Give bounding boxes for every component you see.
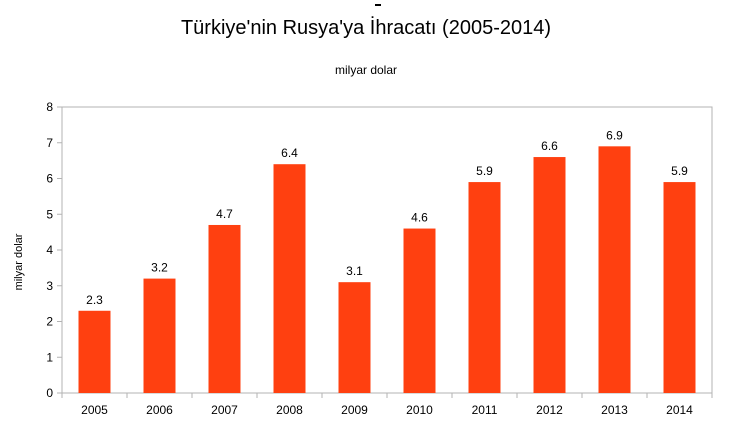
chart-subtitle: milyar dolar <box>335 63 397 77</box>
y-tick-label: 6 <box>46 172 53 186</box>
y-axis-label: milyar dolar <box>13 233 25 290</box>
y-tick-label: 4 <box>46 243 53 257</box>
x-tick-label-2005: 2005 <box>81 403 108 417</box>
y-tick-label: 0 <box>46 386 53 400</box>
chart-title: Türkiye'nin Rusya'ya İhracatı (2005-2014… <box>181 16 551 39</box>
data-label-2005: 2.3 <box>86 293 103 307</box>
plot-area: 0 1 2 3 4 5 6 7 8 2.3 2005 3.2 2006 4.7 2007 6.4 2008 3.1… <box>46 100 713 417</box>
bar-2014 <box>663 182 696 393</box>
data-label-2010: 4.6 <box>411 211 428 225</box>
data-label-2007: 4.7 <box>216 207 233 221</box>
bar-2006 <box>143 278 176 393</box>
x-tick-label-2014: 2014 <box>666 403 693 417</box>
data-label-2014: 5.9 <box>671 164 688 178</box>
top-marker <box>375 4 381 6</box>
x-tick-label-2011: 2011 <box>472 403 498 417</box>
y-tick-label: 3 <box>46 279 53 293</box>
bar-2010 <box>403 228 436 393</box>
bar-2013 <box>598 146 631 393</box>
x-tick-label-2007: 2007 <box>211 403 238 417</box>
data-label-2006: 3.2 <box>151 261 168 275</box>
data-label-2011: 5.9 <box>476 164 493 178</box>
x-tick-label-2006: 2006 <box>146 403 173 417</box>
bar-2007 <box>208 224 241 393</box>
bar-2011 <box>468 182 501 393</box>
bar-2005 <box>78 310 111 393</box>
data-label-2013: 6.9 <box>606 128 623 142</box>
x-tick-label-2012: 2012 <box>536 403 563 417</box>
y-tick-label: 7 <box>46 136 53 150</box>
x-tick-label-2008: 2008 <box>276 403 303 417</box>
data-label-2012: 6.6 <box>541 139 558 153</box>
bar-2009 <box>338 282 371 393</box>
y-tick-label: 1 <box>46 350 53 364</box>
x-tick-label-2010: 2010 <box>406 403 433 417</box>
data-label-2009: 3.1 <box>346 264 363 278</box>
x-tick-label-2009: 2009 <box>341 403 368 417</box>
y-tick-label: 8 <box>46 100 53 114</box>
x-tick-label-2013: 2013 <box>601 403 628 417</box>
bar-2008 <box>273 164 306 393</box>
bar-2012 <box>533 157 566 393</box>
data-label-2008: 6.4 <box>281 146 298 160</box>
y-tick-label: 5 <box>46 207 53 221</box>
y-tick-label: 2 <box>46 315 53 329</box>
